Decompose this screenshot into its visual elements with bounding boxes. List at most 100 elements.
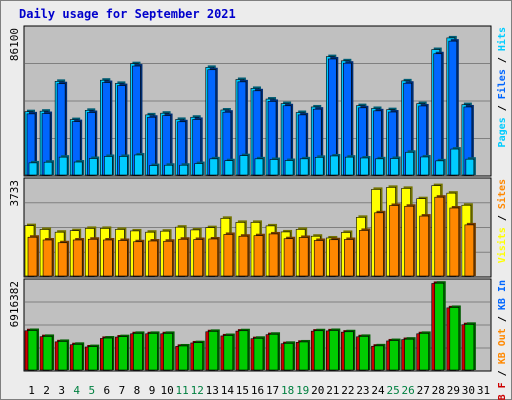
day-label-17: 17 — [266, 384, 279, 397]
bar-sites-day-21 — [328, 239, 339, 277]
day-label-3: 3 — [58, 384, 65, 397]
bar-sites-day-9 — [148, 240, 158, 277]
day-label-23: 23 — [356, 384, 369, 397]
bar-sites-day-4 — [72, 239, 83, 277]
bar-sites-day-8 — [133, 241, 143, 277]
day-label-4: 4 — [73, 384, 80, 397]
bar-kb-in-day-3 — [57, 341, 68, 371]
legend-entry-files: Files — [496, 69, 508, 99]
day-label-30: 30 — [462, 384, 475, 397]
day-label-13: 13 — [206, 384, 219, 397]
legend-entry-kb-in: KB In — [497, 280, 508, 310]
day-label-25: 25 — [386, 384, 399, 397]
legend-entry-sites: Sites — [496, 179, 508, 209]
legend-entry-pages: Pages — [497, 117, 508, 147]
bar-kb-in-day-17 — [268, 333, 279, 371]
legend-separator: / — [497, 51, 508, 69]
bar-sites-day-3 — [57, 242, 68, 277]
bar-sites-day-2 — [42, 239, 53, 277]
bar-pages-day-30 — [465, 158, 475, 176]
bar-sites-day-17 — [268, 233, 279, 277]
bar-sites-day-20 — [313, 240, 324, 277]
day-label-6: 6 — [104, 384, 111, 397]
day-label-11: 11 — [176, 384, 189, 397]
day-label-26: 26 — [402, 384, 415, 397]
bar-kb-in-day-18 — [283, 343, 294, 371]
bar-sites-day-13 — [208, 238, 219, 277]
bar-pages-day-29 — [450, 148, 460, 176]
bar-kb-in-day-5 — [87, 346, 98, 371]
chart-panel-visitors: 3733 Visits / Sites — [8, 177, 508, 278]
day-label-24: 24 — [371, 384, 385, 397]
bar-sites-day-14 — [223, 234, 234, 277]
legend-entry-kb-out: KB Out — [497, 328, 508, 364]
bar-pages-day-12 — [194, 163, 204, 176]
bar-sites-day-18 — [283, 238, 294, 277]
bar-sites-day-16 — [253, 235, 264, 277]
bar-kb-in-day-29 — [449, 307, 460, 371]
bar-pages-day-10 — [164, 164, 173, 176]
day-label-29: 29 — [447, 384, 460, 397]
bar-kb-in-day-11 — [178, 345, 188, 371]
bar-pages-day-25 — [390, 158, 399, 176]
bar-kb-in-day-16 — [253, 338, 264, 371]
bar-kb-in-day-30 — [464, 324, 475, 371]
bar-kb-in-day-7 — [118, 336, 128, 371]
bar-kb-in-day-28 — [434, 282, 445, 371]
bar-sites-day-19 — [298, 237, 309, 277]
bar-sites-day-15 — [238, 235, 249, 277]
bar-kb-in-day-19 — [298, 341, 309, 371]
bar-sites-day-24 — [374, 212, 384, 277]
page-title: Daily usage for September 2021 — [19, 7, 236, 21]
chart-panel-requests: 86100 Pages / Files / Hits — [8, 25, 508, 177]
bar-sites-day-25 — [389, 205, 399, 277]
bar-pages-day-16 — [254, 158, 264, 176]
day-label-10: 10 — [160, 384, 173, 397]
legend-separator: / — [497, 310, 508, 328]
bar-kb-in-day-20 — [313, 330, 324, 371]
bar-files-day-28 — [433, 53, 443, 176]
bar-kb-in-day-14 — [223, 335, 234, 371]
day-label-28: 28 — [432, 384, 445, 397]
bar-pages-day-2 — [43, 161, 53, 176]
y-max-label: 86100 — [8, 28, 21, 61]
bar-kb-in-day-24 — [374, 345, 384, 371]
bar-pages-day-3 — [58, 156, 68, 176]
bar-sites-day-5 — [87, 238, 98, 277]
day-label-9: 9 — [149, 384, 156, 397]
day-label-5: 5 — [88, 384, 95, 397]
day-label-27: 27 — [417, 384, 430, 397]
bar-pages-day-13 — [209, 158, 219, 176]
bar-pages-day-24 — [375, 158, 384, 176]
day-label-12: 12 — [191, 384, 204, 397]
legend-separator: / — [497, 209, 508, 227]
bar-pages-day-1 — [28, 162, 38, 176]
bar-pages-day-23 — [360, 157, 369, 176]
bar-sites-day-27 — [419, 215, 429, 277]
bar-pages-day-20 — [314, 157, 324, 176]
bar-kb-in-day-26 — [404, 338, 414, 371]
legend: Visits / Sites — [496, 179, 508, 263]
bar-pages-day-21 — [329, 155, 339, 176]
bar-sites-day-1 — [27, 236, 38, 277]
bar-sites-day-26 — [404, 205, 414, 277]
day-label-7: 7 — [119, 384, 126, 397]
day-label-2: 2 — [43, 384, 50, 397]
bar-kb-in-day-25 — [389, 340, 399, 371]
bar-sites-day-23 — [359, 230, 369, 277]
day-label-1: 1 — [28, 384, 35, 397]
bar-sites-day-30 — [464, 224, 475, 277]
y-max-label: 3733 — [8, 180, 21, 207]
bar-pages-day-19 — [299, 158, 309, 176]
bar-pages-day-11 — [179, 164, 188, 176]
bar-kb-in-day-27 — [419, 333, 429, 371]
legend-entry-kb-f: KB F — [497, 382, 508, 400]
bar-pages-day-4 — [73, 161, 83, 176]
bar-pages-day-28 — [435, 160, 445, 176]
bar-kb-in-day-22 — [344, 331, 354, 371]
bar-kb-in-day-1 — [27, 330, 38, 371]
bar-sites-day-22 — [344, 239, 354, 277]
bar-kb-in-day-8 — [133, 333, 143, 371]
bar-sites-day-11 — [178, 238, 188, 277]
